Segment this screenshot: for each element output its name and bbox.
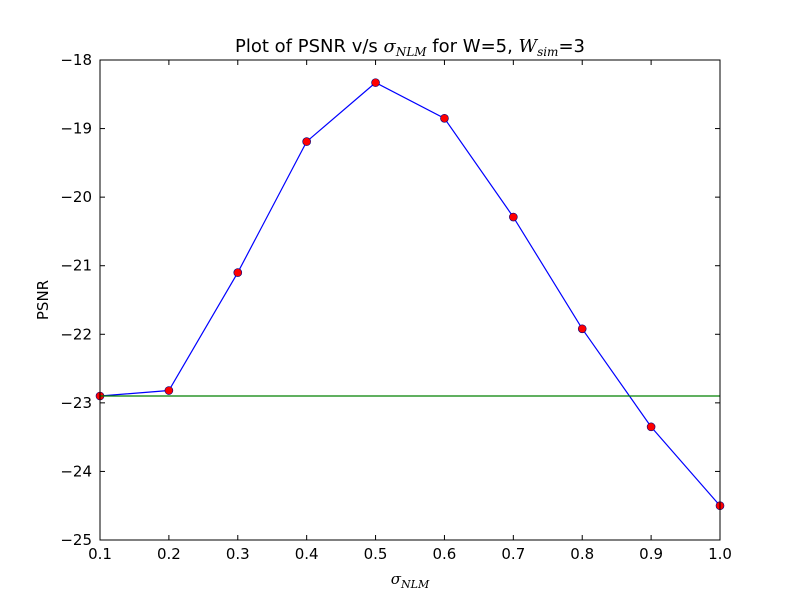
x-tick-label: 0.4 <box>295 545 319 563</box>
chart-title: Plot of PSNR v/s σNLM for W=5, Wsim=3 <box>235 36 585 59</box>
y-axis-label: PSNR <box>34 280 52 320</box>
x-tick-label: 1.0 <box>708 545 732 563</box>
x-tick-label: 0.9 <box>639 545 663 563</box>
x-tick-label: 0.8 <box>570 545 594 563</box>
data-point <box>577 324 587 334</box>
title-w-symbol: W <box>519 36 539 57</box>
y-tick-label: −23 <box>60 394 92 412</box>
data-point <box>164 386 174 395</box>
x-axis-label-subscript: NLM <box>400 578 430 591</box>
title-suffix: =3 <box>558 36 585 57</box>
series-line <box>99 81 721 507</box>
y-tick-label: −19 <box>60 120 92 138</box>
x-tick-label: 0.3 <box>226 545 250 563</box>
title-w-subscript: sim <box>537 45 558 59</box>
title-sigma-subscript: NLM <box>395 45 427 59</box>
data-point <box>646 422 656 432</box>
title-sigma-symbol: σ <box>384 36 397 57</box>
data-point <box>302 137 311 146</box>
x-tick-label: 0.6 <box>433 545 457 563</box>
x-axis-label: σNLM <box>391 570 430 591</box>
x-tick-label: 0.5 <box>364 545 388 563</box>
data-point <box>233 268 243 277</box>
y-tick-label: −24 <box>60 462 92 480</box>
y-tick-label: −20 <box>60 188 92 206</box>
x-tick-label: 0.7 <box>501 545 525 563</box>
data-point <box>509 212 518 222</box>
y-tick-label: −25 <box>60 531 92 549</box>
plot-frame <box>99 59 721 541</box>
x-axis-label-symbol: σ <box>391 570 402 588</box>
ticks-layer: 0.1 0.2 0.3 0.4 0.5 0.6 0.7 0.8 0.9 1.0 −25 −24 −23 −… <box>60 51 732 563</box>
title-middle: for W=5, <box>427 36 519 57</box>
data-point <box>440 113 449 123</box>
x-tick-label: 0.2 <box>157 545 181 563</box>
y-tick-label: −22 <box>60 325 92 343</box>
data-layer <box>95 78 725 511</box>
y-tick-label: −21 <box>60 257 92 275</box>
data-point <box>371 78 380 87</box>
title-prefix: Plot of PSNR v/s <box>235 36 384 57</box>
x-tick-label: 0.1 <box>88 545 112 563</box>
y-tick-label: −18 <box>60 51 92 69</box>
